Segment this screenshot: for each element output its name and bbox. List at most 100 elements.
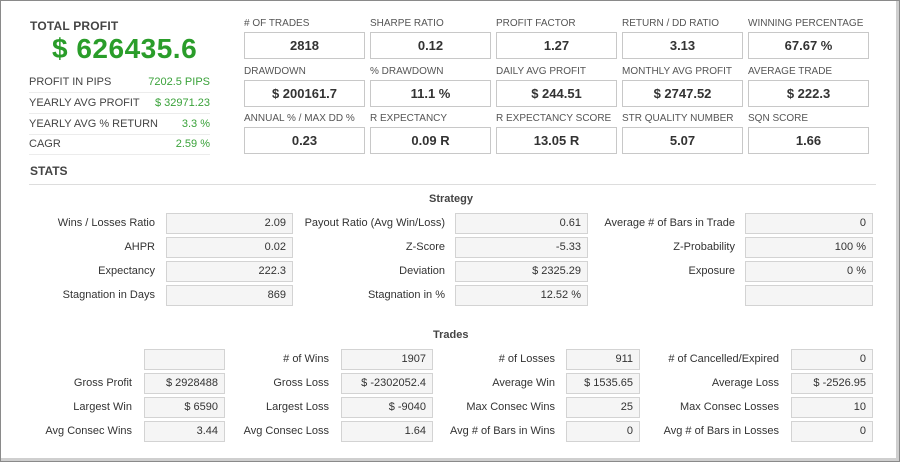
metric-label: AVERAGE TRADE [748,66,833,77]
metric-label: # OF TRADES [244,18,310,29]
metric-value: $ 244.51 [496,80,617,107]
metric-daily-avg-profit: DAILY AVG PROFIT $ 244.51 [496,66,617,107]
metric-winning-percentage: WINNING PERCENTAGE 67.67 % [748,18,869,59]
metric-value: $ 200161.7 [244,80,365,107]
stat-label: Largest Win [73,401,132,413]
metric-value: 1.27 [496,32,617,59]
stat-label: Average Win [492,377,555,389]
stat-label: # of Wins [283,353,329,365]
stats-divider [29,184,876,185]
stat-label: AHPR [124,241,155,253]
stat-label: Avg # of Bars in Losses [663,425,779,437]
metric-str-quality-number: STR QUALITY NUMBER 5.07 [622,113,743,154]
total-profit-title: TOTAL PROFIT [30,19,119,33]
summary-row-yearly-avg-profit: YEARLY AVG PROFIT $ 32971.23 [29,93,210,114]
stat-label: Avg Consec Loss [243,425,329,437]
stat-label: Gross Loss [273,377,329,389]
metric-label: RETURN / DD RATIO [622,18,720,29]
stat-value: $ 2928488 [144,373,225,394]
metric-profit-factor: PROFIT FACTOR 1.27 [496,18,617,59]
stat-value: 0 [791,349,873,370]
stat-value: 12.52 % [455,285,588,306]
stat-value [144,349,225,370]
metric-value: 0.09 R [370,127,491,154]
metric-value: 5.07 [622,127,743,154]
metric-label: ANNUAL % / MAX DD % [244,113,355,124]
stat-value: 0 [566,421,640,442]
stat-label: Z-Probability [673,241,735,253]
metric-label: WINNING PERCENTAGE [748,18,864,29]
strategy-heading: Strategy [429,193,474,205]
summary-label: CAGR [29,138,61,150]
summary-label: YEARLY AVG PROFIT [29,97,140,109]
metric-annual-max-dd: ANNUAL % / MAX DD % 0.23 [244,113,365,154]
metric-r-expectancy-score: R EXPECTANCY SCORE 13.05 R [496,113,617,154]
stat-label: Exposure [688,265,735,277]
stat-label: Gross Profit [73,377,132,389]
stat-label: Largest Loss [266,401,329,413]
metric-sqn-score: SQN SCORE 1.66 [748,113,869,154]
stat-label: # of Losses [498,353,555,365]
stat-value [745,285,873,306]
metric-label: % DRAWDOWN [370,66,444,77]
metric-value: 2818 [244,32,365,59]
stat-label: Stagnation in Days [62,289,155,301]
metric-value: 67.67 % [748,32,869,59]
stat-value: $ -2526.95 [791,373,873,394]
stat-label: Stagnation in % [367,289,445,301]
metric-value: 0.12 [370,32,491,59]
stat-value: 100 % [745,237,873,258]
metric-value: $ 222.3 [748,80,869,107]
stat-value: 869 [166,285,293,306]
metric-monthly-avg-profit: MONTHLY AVG PROFIT $ 2747.52 [622,66,743,107]
stat-value: 10 [791,397,873,418]
stat-value: $ 1535.65 [566,373,640,394]
summary-value: 7202.5 PIPS [148,76,210,88]
metric-label: DRAWDOWN [244,66,306,77]
stat-value: 0 % [745,261,873,282]
summary-label: PROFIT IN PIPS [29,76,112,88]
summary-value: $ 32971.23 [154,97,210,109]
stat-label: Avg # of Bars in Wins [450,425,555,437]
stat-value: $ 6590 [144,397,225,418]
stat-label: Payout Ratio (Avg Win/Loss) [304,217,445,229]
stat-label [590,285,735,306]
summary-label: YEARLY AVG % RETURN [29,118,158,130]
stat-value: $ -2302052.4 [341,373,433,394]
stat-label: Wins / Losses Ratio [57,217,155,229]
stat-value: 2.09 [166,213,293,234]
metric-label: MONTHLY AVG PROFIT [622,66,733,77]
stat-label: Avg Consec Wins [45,425,132,437]
metric-number-of-trades: # OF TRADES 2818 [244,18,365,59]
metric-value: 0.23 [244,127,365,154]
metric-label: R EXPECTANCY [370,113,448,124]
metric-label: STR QUALITY NUMBER [622,113,734,124]
stat-label: Expectancy [98,265,155,277]
stat-value: 0 [791,421,873,442]
stat-value: 25 [566,397,640,418]
stat-label: Max Consec Wins [466,401,555,413]
stat-label: Max Consec Losses [679,401,779,413]
stat-value: 1.64 [341,421,433,442]
stat-label [20,349,132,370]
stats-heading: STATS [30,164,68,178]
metric-r-expectancy: R EXPECTANCY 0.09 R [370,113,491,154]
metric-sharpe-ratio: SHARPE RATIO 0.12 [370,18,491,59]
stat-value: -5.33 [455,237,588,258]
metric-average-trade: AVERAGE TRADE $ 222.3 [748,66,869,107]
stat-value: $ -9040 [341,397,433,418]
summary-value: 3.3 % [181,118,210,130]
metric-label: DAILY AVG PROFIT [496,66,587,77]
stat-value: 0 [745,213,873,234]
metric-value: 1.66 [748,127,869,154]
metric-label: SHARPE RATIO [370,18,444,29]
trades-heading: Trades [433,329,469,341]
metric-return-dd-ratio: RETURN / DD RATIO 3.13 [622,18,743,59]
metric-label: R EXPECTANCY SCORE [496,113,612,124]
stat-value: 0.61 [455,213,588,234]
metric-drawdown: DRAWDOWN $ 200161.7 [244,66,365,107]
summary-row-profit-in-pips: PROFIT IN PIPS 7202.5 PIPS [29,72,210,93]
summary-value: 2.59 % [175,138,210,150]
summary-row-cagr: CAGR 2.59 % [29,134,210,155]
stat-value: 1907 [341,349,433,370]
